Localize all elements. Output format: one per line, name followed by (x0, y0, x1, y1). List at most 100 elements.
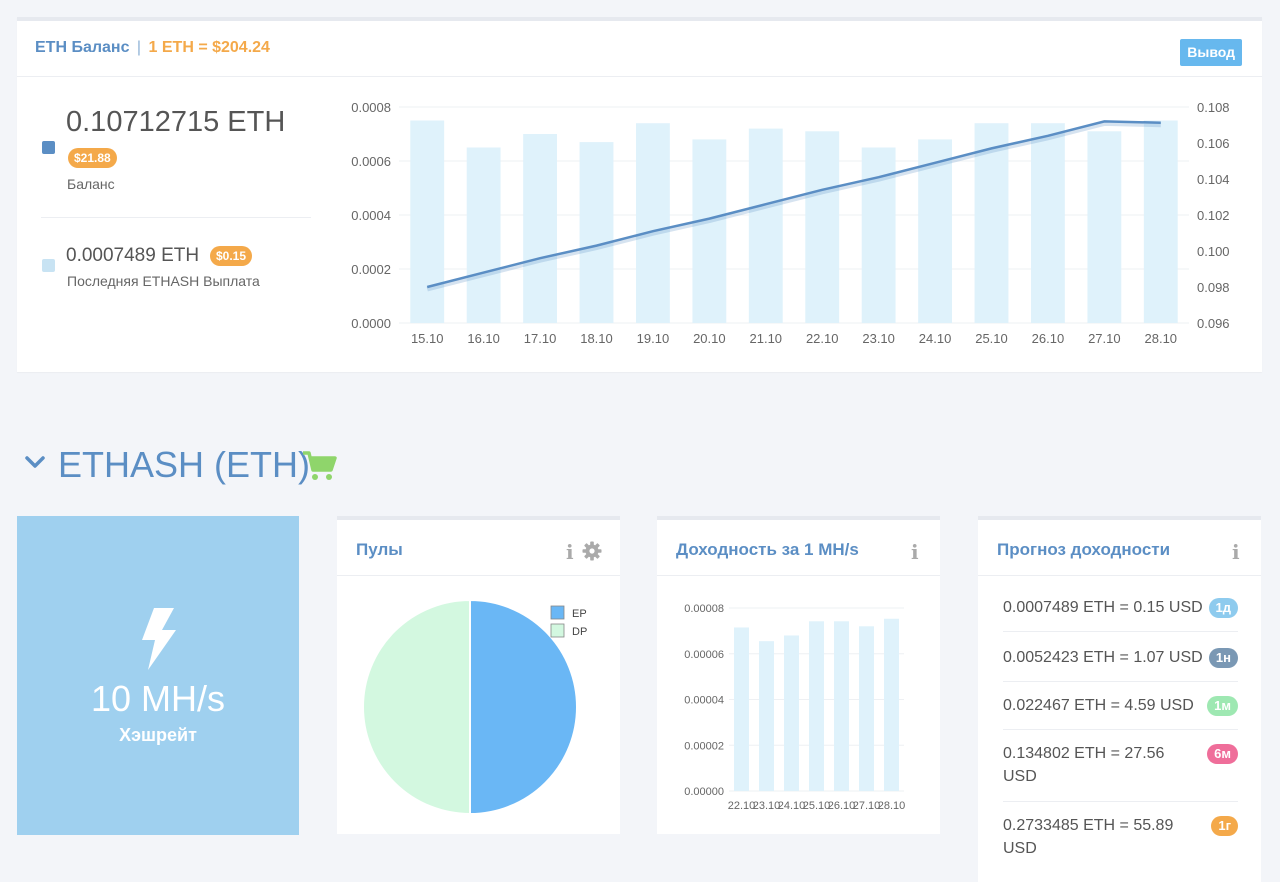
yield-bar (859, 626, 874, 791)
yield-bar (834, 621, 849, 791)
y-left-tick-label: 0.0008 (351, 100, 391, 115)
payout-bar (805, 131, 840, 323)
pools-card-header: Пулы i (337, 520, 620, 576)
x-tick-label: 17.10 (524, 331, 557, 346)
x-tick-label: 25.10 (803, 800, 831, 812)
balance-label: Баланс (67, 176, 115, 192)
pie-slice-dp (362, 598, 471, 816)
cart-icon[interactable] (302, 450, 338, 482)
x-tick-label: 27.10 (853, 800, 881, 812)
yield-bar (734, 627, 749, 791)
y-tick-label: 0.00004 (684, 695, 724, 707)
eth-rate: 1 ETH = $204.24 (148, 39, 270, 56)
forecast-row-badge: 1н (1208, 648, 1238, 668)
payout-bar (523, 134, 557, 323)
payout-bar (748, 128, 783, 323)
x-tick-label: 23.10 (753, 800, 781, 812)
yield-bar (784, 635, 799, 791)
hashrate-label: Хэшрейт (119, 725, 197, 745)
forecast-card-header: Прогноз доходности i (978, 520, 1261, 576)
info-icon[interactable]: i (1232, 540, 1240, 564)
pools-pie-chart: EP DP (362, 598, 587, 816)
balance-card-header: ETH Баланс | 1 ETH = $204.24 Вывод (17, 21, 1262, 77)
legend-label-ep: EP (572, 608, 587, 620)
payout-bar (579, 142, 614, 323)
x-tick-label: 21.10 (750, 331, 783, 346)
y-left-tick-label: 0.0004 (351, 208, 391, 223)
pie-slice-ep (469, 598, 578, 816)
legend-label-dp: DP (572, 626, 587, 638)
last-payout-value: 0.0007489 ETH (66, 245, 200, 266)
withdraw-button[interactable]: Вывод (1180, 39, 1242, 66)
title-separator: | (136, 39, 142, 56)
balance-chart: 0.0000 0.0002 0.0004 0.0006 0.0008 0.096 0.098… (351, 100, 1230, 346)
y-right-tick-label: 0.096 (1197, 316, 1230, 331)
y-right-tick-label: 0.108 (1197, 100, 1230, 115)
x-tick-label: 20.10 (693, 331, 726, 346)
y-right-tick-label: 0.098 (1197, 280, 1230, 295)
legend-swatch-ep (550, 605, 565, 620)
yield-card: Доходность за 1 MH/s i 0.00000 0.00002 0.0… (657, 516, 940, 834)
forecast-row: 0.2733485 ETH = 55.89 USD 1г (1003, 802, 1238, 872)
balance-title-text: ETH Баланс (35, 39, 130, 56)
x-tick-label: 22.10 (806, 331, 839, 346)
x-tick-label: 16.10 (467, 331, 500, 346)
forecast-row: 0.022467 ETH = 4.59 USD 1м (1003, 682, 1238, 730)
payout-bar (466, 147, 501, 323)
last-payout-usd-badge: $0.15 (210, 246, 253, 266)
forecast-row-text: 0.0007489 ETH = 0.15 USD (1003, 599, 1203, 616)
yield-bar (809, 621, 824, 791)
x-tick-label: 26.10 (828, 800, 856, 812)
x-tick-label: 24.10 (919, 331, 952, 346)
y-tick-label: 0.00002 (684, 740, 724, 752)
x-tick-label: 23.10 (862, 331, 895, 346)
payout-legend-swatch (42, 259, 55, 272)
x-tick-label: 19.10 (637, 331, 670, 346)
balance-line (426, 120, 1161, 289)
balance-card: ETH Баланс | 1 ETH = $204.24 Вывод 0.107… (17, 17, 1262, 372)
chevron-down-icon[interactable] (24, 454, 46, 470)
y-tick-label: 0.00000 (684, 786, 724, 798)
x-tick-label: 28.10 (878, 800, 906, 812)
pools-card: Пулы i EP DP (337, 516, 620, 834)
balance-value: 0.10712715 ETH (66, 106, 286, 138)
forecast-row: 0.0052423 ETH = 1.07 USD 1н (1003, 632, 1238, 682)
bolt-icon (142, 608, 176, 670)
legend-divider (41, 217, 311, 218)
forecast-title: Прогноз доходности (997, 540, 1171, 559)
forecast-row: 0.0007489 ETH = 0.15 USD 1д (1003, 580, 1238, 632)
yield-title: Доходность за 1 MH/s (676, 540, 859, 559)
x-tick-label: 24.10 (778, 800, 806, 812)
y-left-tick-label: 0.0002 (351, 262, 391, 277)
y-right-tick-label: 0.102 (1197, 208, 1230, 223)
payout-bar (974, 123, 1009, 323)
payout-bar (1143, 120, 1178, 323)
gear-icon[interactable] (582, 541, 602, 561)
forecast-row-badge: 1г (1211, 816, 1238, 836)
y-left-tick-label: 0.0006 (351, 154, 391, 169)
forecast-row-text: 0.0052423 ETH = 1.07 USD (1003, 649, 1203, 666)
x-tick-label: 15.10 (411, 331, 444, 346)
forecast-card: Прогноз доходности i 0.0007489 ETH = 0.1… (978, 516, 1261, 882)
x-tick-label: 27.10 (1088, 331, 1121, 346)
yield-bar (884, 618, 899, 791)
balance-title: ETH Баланс | 1 ETH = $204.24 (35, 39, 270, 57)
forecast-row: 0.134802 ETH = 27.56 USD 6м (1003, 730, 1238, 802)
forecast-row-text: 0.134802 ETH = 27.56 USD (1003, 745, 1165, 785)
y-right-tick-label: 0.104 (1197, 172, 1230, 187)
forecast-row-text: 0.022467 ETH = 4.59 USD (1003, 697, 1194, 714)
balance-usd-badge: $21.88 (68, 148, 117, 168)
last-payout-label: Последняя ETHASH Выплата (67, 273, 260, 289)
payout-bar (918, 139, 952, 323)
x-tick-label: 18.10 (580, 331, 613, 346)
info-icon[interactable]: i (566, 540, 574, 564)
yield-card-header: Доходность за 1 MH/s i (657, 520, 940, 576)
y-tick-label: 0.00008 (684, 603, 724, 615)
payout-bar (1087, 131, 1122, 323)
payout-bar (636, 123, 670, 323)
hashrate-box: 10 MH/s Хэшрейт (17, 516, 299, 835)
forecast-row-badge: 1д (1208, 598, 1238, 618)
x-tick-label: 22.10 (728, 800, 756, 812)
pools-title: Пулы (356, 540, 403, 559)
info-icon[interactable]: i (911, 540, 919, 564)
